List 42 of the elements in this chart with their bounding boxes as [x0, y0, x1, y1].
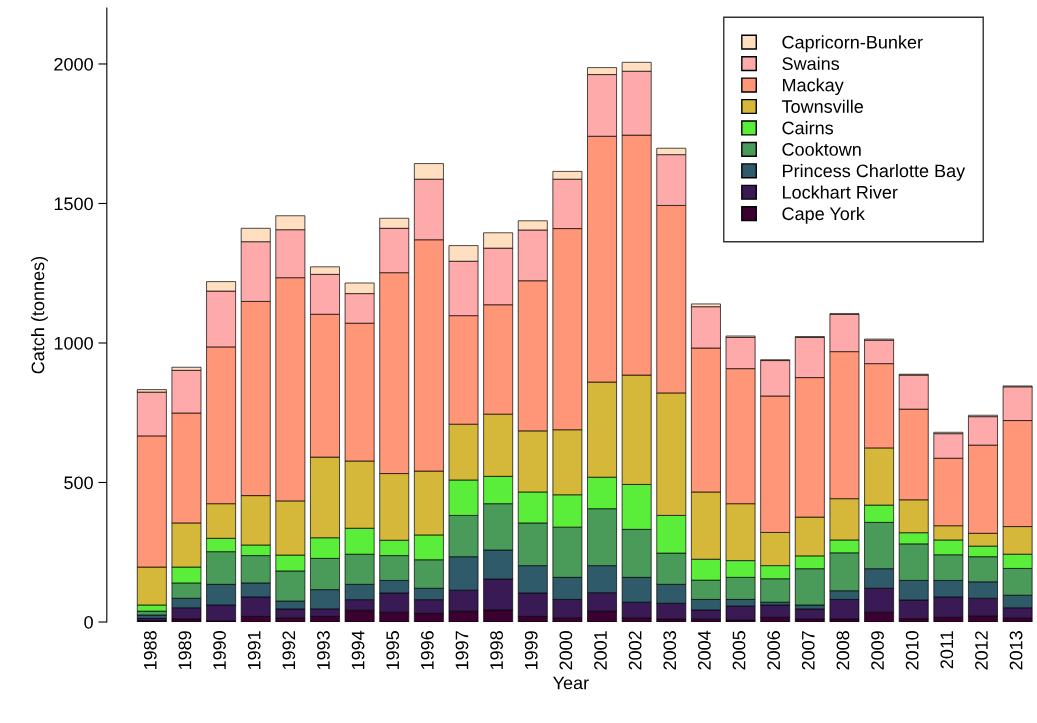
x-tick-label: 2001 — [594, 631, 607, 670]
x-tick-label: 1996 — [420, 631, 434, 670]
x-tick-label: 2012 — [975, 631, 988, 670]
legend-label: Mackay — [783, 78, 844, 96]
x-tick-label: 2011 — [940, 631, 954, 669]
x-tick-label: 2005 — [732, 631, 746, 670]
legend-label: Townsville — [781, 99, 863, 113]
legend-label: Swains — [782, 56, 840, 71]
x-tick-label: 1988 — [143, 631, 157, 670]
x-tick-label: 1991 — [247, 631, 261, 670]
legend-label: Princess Charlotte Bay — [783, 163, 966, 181]
x-tick-label: 1995 — [386, 631, 400, 670]
y-tick-label: 1000 — [54, 336, 93, 350]
y-axis-title: Catch (tonnes) — [31, 256, 48, 374]
x-tick-label: 2013 — [1009, 631, 1023, 670]
y-tick-label: 0 — [84, 615, 93, 629]
x-tick-label: 2003 — [663, 631, 677, 670]
x-tick-label: 1989 — [178, 631, 192, 670]
legend-label: Cooktown — [782, 142, 861, 156]
x-tick-label: 2000 — [559, 631, 573, 670]
x-tick-label: 2010 — [905, 631, 919, 670]
y-tick-label: 1500 — [54, 197, 93, 211]
x-tick-label: 1998 — [490, 631, 503, 670]
x-tick-label: 2009 — [871, 631, 884, 670]
legend-label: Lockhart River — [783, 185, 898, 199]
x-tick-label: 2004 — [697, 630, 711, 670]
x-tick-label: 1994 — [351, 630, 365, 670]
x-tick-label: 1999 — [524, 631, 538, 670]
x-tick-label: 1992 — [282, 631, 296, 670]
legend-label: Capricorn-Bunker — [782, 35, 923, 53]
x-tick-label: 2008 — [836, 631, 850, 670]
x-axis-title: Year — [553, 676, 589, 690]
x-tick-label: 2002 — [628, 631, 642, 670]
x-tick-label: 2007 — [801, 631, 815, 670]
legend-label: Cape York — [782, 206, 865, 224]
x-tick-label: 2006 — [767, 631, 781, 670]
legend-label: Cairns — [782, 121, 834, 135]
x-tick-label: 1993 — [317, 631, 330, 670]
x-tick-label: 1997 — [455, 631, 469, 670]
x-tick-label: 1990 — [213, 631, 226, 670]
y-tick-label: 500 — [64, 476, 93, 490]
y-tick-label: 2000 — [54, 57, 93, 71]
